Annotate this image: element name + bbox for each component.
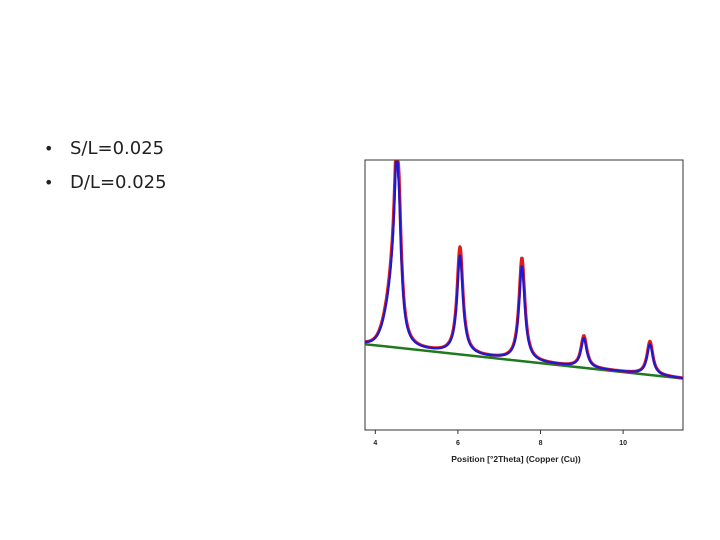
pattern-curves [363, 160, 685, 380]
plot-border [364, 159, 684, 431]
x-axis-ticks: 4 6 8 10 [373, 430, 627, 447]
bullet-dot: • [44, 139, 54, 158]
bullet-item: • S/L=0.025 [44, 132, 167, 166]
x-axis-title: Position [°2Theta] (Copper (Cu)) [451, 454, 581, 464]
x-tick-label: 6 [456, 440, 460, 447]
bullet-item: • D/L=0.025 [44, 166, 167, 200]
calculated-pattern-line [364, 160, 684, 380]
x-tick-label: 8 [539, 440, 543, 447]
bullet-list: • S/L=0.025 • D/L=0.025 [44, 132, 167, 200]
observed-pattern-line [363, 160, 685, 380]
x-tick-label: 4 [373, 440, 377, 447]
bullet-text: D/L=0.025 [70, 172, 167, 193]
bullet-text: S/L=0.025 [70, 138, 165, 159]
bullet-dot: • [44, 173, 54, 192]
background-line [364, 342, 684, 380]
x-tick-label: 10 [619, 440, 627, 447]
plot-frame [364, 159, 684, 431]
